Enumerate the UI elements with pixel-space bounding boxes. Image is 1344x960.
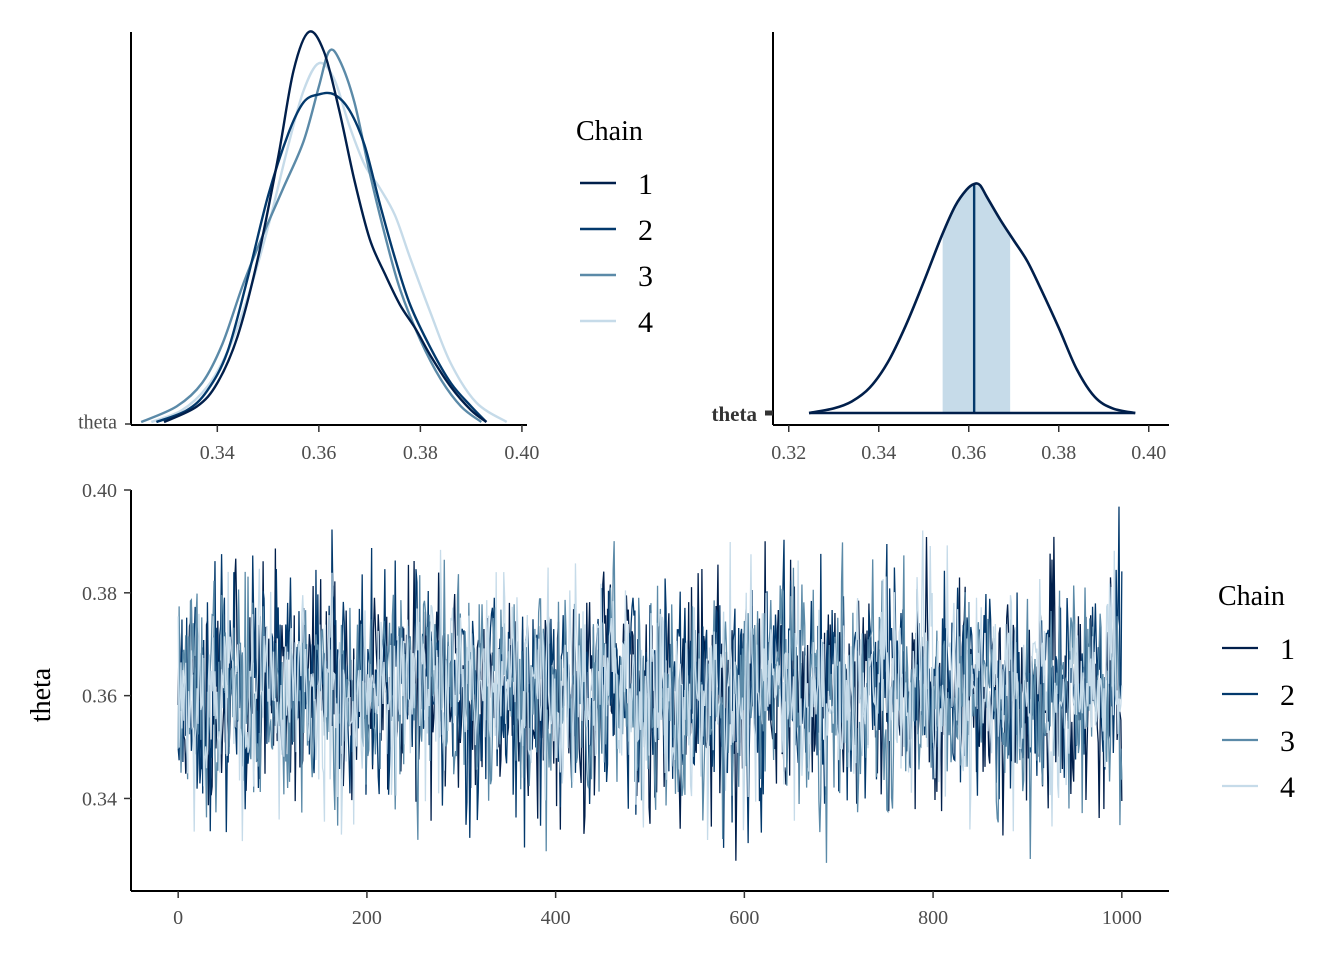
- trace-x-tick-label: 200: [352, 907, 382, 929]
- density-y-tick-label: theta: [78, 412, 117, 434]
- trace-legend-title: Chain: [1218, 581, 1285, 612]
- trace-y-tick-label: 0.38: [82, 583, 117, 605]
- area-x-ticks: 0.32 0.34 0.36 0.38 0.40: [771, 425, 1166, 464]
- area-x-tick-label: 0.36: [951, 442, 986, 464]
- trace-y-tick-label: 0.34: [82, 788, 117, 810]
- posterior-area-panel: theta 0.32 0.34 0.36 0.38 0.40: [712, 32, 1169, 464]
- density-curve-chain-4: [150, 61, 508, 424]
- area-y-tick-label: theta: [712, 402, 758, 426]
- density-x-tick-label: 0.34: [200, 442, 235, 464]
- density-curve-chain-2: [155, 91, 488, 424]
- trace-y-tick-label: 0.36: [82, 686, 117, 708]
- density-x-ticks: 0.34 0.36 0.38 0.40: [200, 425, 539, 464]
- density-overlay-panel: theta 0.34 0.36 0.38 0.40 Chain 1 2 3 4: [78, 30, 653, 464]
- density-curve-chain-1: [163, 30, 488, 424]
- density-legend: Chain 1 2 3 4: [576, 116, 653, 339]
- density-curve-chain-3: [140, 48, 483, 424]
- density-legend-title: Chain: [576, 116, 643, 147]
- trace-legend-label-chain-1: 1: [1280, 633, 1295, 666]
- trace-x-tick-label: 400: [541, 907, 571, 929]
- density-x-tick-label: 0.38: [403, 442, 438, 464]
- trace-lines: [177, 506, 1123, 863]
- density-x-tick-label: 0.40: [504, 442, 539, 464]
- trace-legend: Chain 1 2 3 4: [1218, 581, 1295, 804]
- trace-line-chain-4: [177, 530, 1123, 842]
- trace-legend-label-chain-3: 3: [1280, 725, 1295, 758]
- trace-legend-label-chain-2: 2: [1280, 679, 1295, 712]
- density-curves: [140, 30, 508, 424]
- posterior-density-curve: [808, 182, 1136, 415]
- area-x-tick-label: 0.38: [1041, 442, 1076, 464]
- trace-plot-panel: 0.34 0.36 0.38 0.40 0 200 400 600 800 1000 theta…: [26, 480, 1295, 929]
- density-x-tick-label: 0.36: [301, 442, 336, 464]
- area-x-tick-label: 0.32: [771, 442, 806, 464]
- trace-y-tick-label: 0.40: [82, 480, 117, 502]
- trace-legend-label-chain-4: 4: [1280, 771, 1295, 804]
- legend-label-chain-1: 1: [638, 168, 653, 201]
- area-x-tick-label: 0.40: [1131, 442, 1166, 464]
- legend-label-chain-2: 2: [638, 214, 653, 247]
- trace-x-ticks: 0 200 400 600 800 1000: [173, 891, 1142, 929]
- legend-label-chain-4: 4: [638, 306, 653, 339]
- trace-y-ticks: 0.34 0.36 0.38 0.40: [82, 480, 131, 810]
- credible-interval-area: [942, 184, 1011, 413]
- trace-y-axis-label: theta: [26, 667, 57, 722]
- trace-x-tick-label: 0: [173, 907, 183, 929]
- legend-label-chain-3: 3: [638, 260, 653, 293]
- trace-x-tick-label: 600: [729, 907, 759, 929]
- trace-x-tick-label: 800: [918, 907, 948, 929]
- trace-x-tick-label: 1000: [1102, 907, 1142, 929]
- area-x-tick-label: 0.34: [861, 442, 896, 464]
